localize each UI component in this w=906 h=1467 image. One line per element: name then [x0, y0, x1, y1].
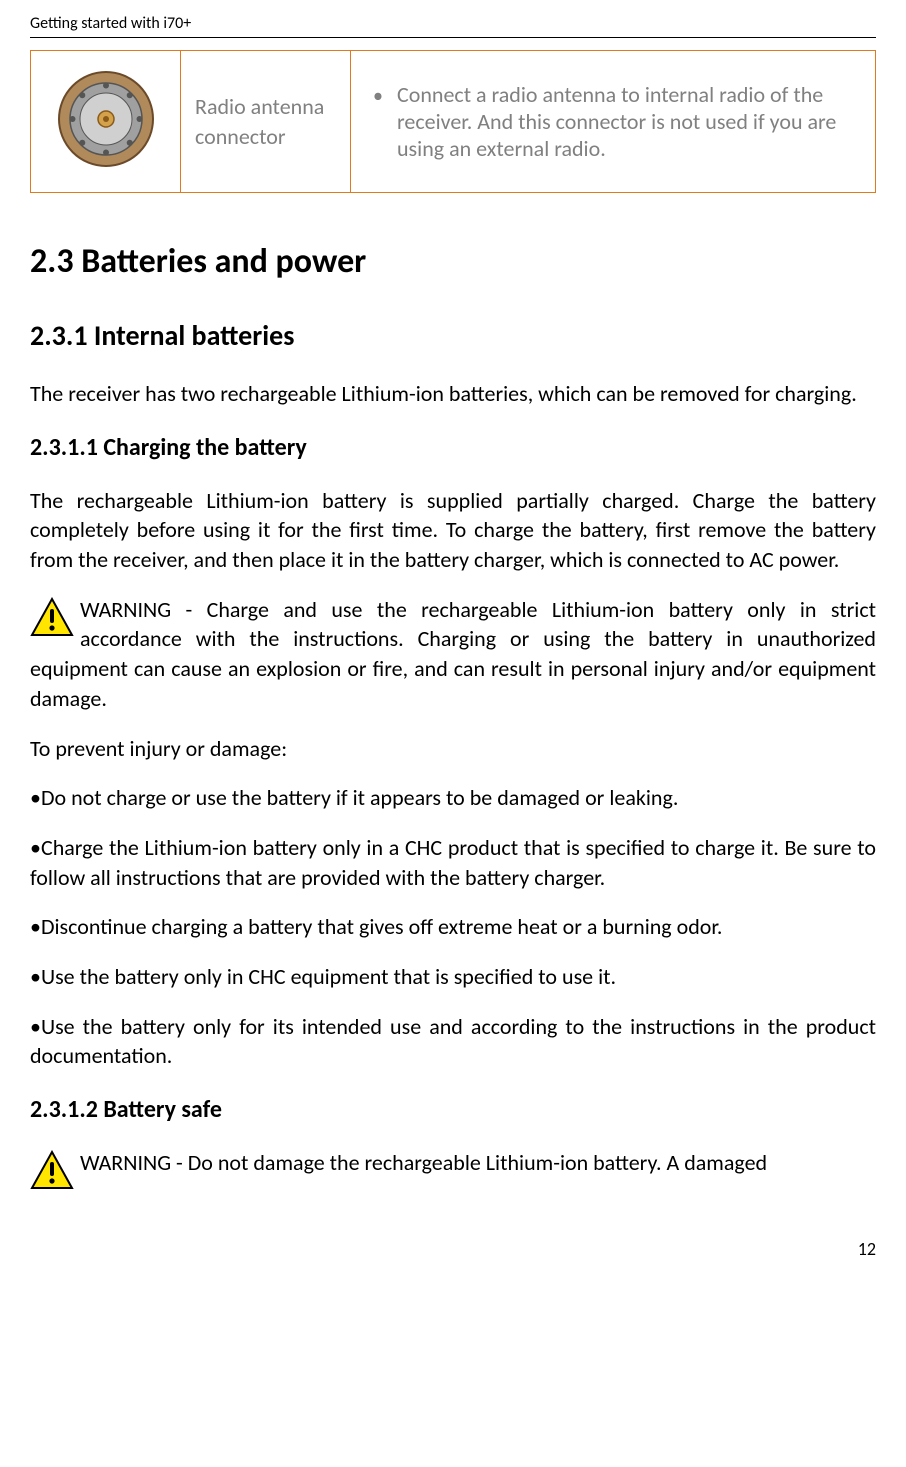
connector-desc: Connect a radio antenna to internal radi…: [397, 81, 861, 162]
section-2-3-1-para: The receiver has two rechargeable Lithiu…: [30, 379, 876, 409]
warning-2-text: WARNING - Do not damage the rechargeable…: [80, 1149, 767, 1176]
warning-2-para: WARNING - Do not damage the rechargeable…: [30, 1148, 876, 1178]
connector-desc-cell: Connect a radio antenna to internal radi…: [351, 51, 876, 193]
warning-1-text: WARNING - Charge and use the rechargeabl…: [30, 596, 876, 712]
page: Getting started with i70+: [0, 0, 906, 1300]
prevent-bullet-2: •Charge the Lithium-ion battery only in …: [30, 833, 876, 892]
prevent-intro: To prevent injury or damage:: [30, 734, 876, 764]
section-2-3-1-heading: 2.3.1 Internal batteries: [30, 318, 876, 353]
prevent-bullet-4: •Use the battery only in CHC equipment t…: [30, 962, 876, 992]
section-2-3-1-1-heading: 2.3.1.1 Charging the battery: [30, 433, 876, 462]
warning-1-para: WARNING - Charge and use the rechargeabl…: [30, 595, 876, 714]
prevent-bullet-3: •Discontinue charging a battery that giv…: [30, 912, 876, 942]
header-title: Getting started with i70+: [30, 14, 191, 33]
page-footer: 12: [30, 1198, 876, 1260]
connector-image-cell: [31, 51, 181, 193]
page-number: 12: [858, 1238, 876, 1260]
connector-name-cell: Radio antenna connector: [181, 51, 351, 193]
section-2-3-heading: 2.3 Batteries and power: [30, 241, 876, 282]
warning-icon: [30, 597, 74, 637]
connector-name: Radio antenna connector: [195, 93, 324, 150]
prevent-bullet-1: •Do not charge or use the battery if it …: [30, 783, 876, 813]
warning-icon: [30, 1150, 74, 1190]
charging-para: The rechargeable Lithium-ion battery is …: [30, 486, 876, 575]
connector-table: Radio antenna connector Connect a radio …: [30, 50, 876, 193]
section-2-3-1-2-heading: 2.3.1.2 Battery safe: [30, 1095, 876, 1124]
prevent-bullet-5: •Use the battery only for its intended u…: [30, 1012, 876, 1071]
table-row: Radio antenna connector Connect a radio …: [31, 51, 876, 193]
radio-antenna-connector-icon: [56, 69, 156, 169]
page-header: Getting started with i70+: [30, 0, 876, 38]
